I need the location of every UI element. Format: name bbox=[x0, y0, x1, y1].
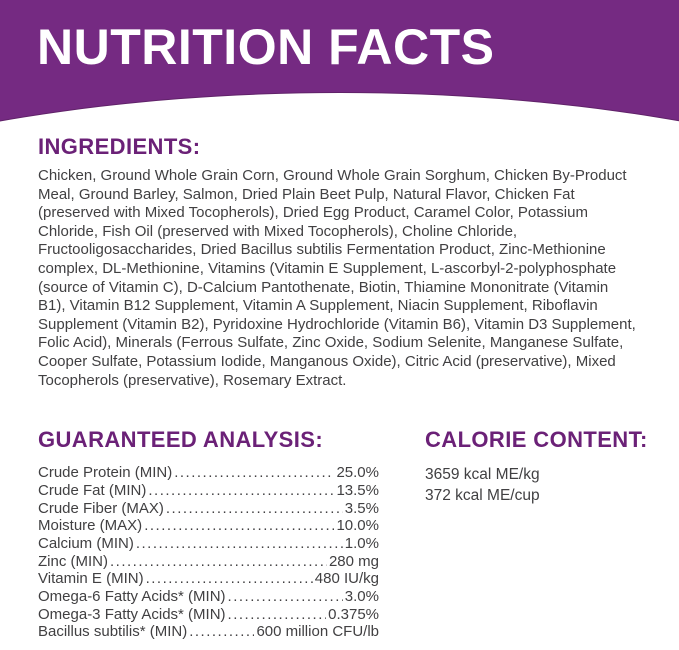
table-row: Crude Protein (MIN) ....................… bbox=[38, 464, 379, 482]
table-row: Zinc (MIN) .............................… bbox=[38, 553, 379, 571]
nutrient-value: 25.0% bbox=[336, 464, 379, 482]
nutrient-label: Crude Protein (MIN) bbox=[38, 464, 173, 482]
guaranteed-analysis-heading: GUARANTEED ANALYSIS: bbox=[38, 427, 324, 453]
nutrient-label: Zinc (MIN) bbox=[38, 552, 108, 570]
table-row: Crude Fiber (MAX) ......................… bbox=[38, 500, 379, 518]
table-row: Vitamin E (MIN) ........................… bbox=[38, 570, 379, 588]
ingredients-heading: INGREDIENTS: bbox=[38, 134, 201, 159]
calorie-per-cup: 372 kcal ME/cup bbox=[425, 487, 540, 505]
nutrient-label: Crude Fat (MIN) bbox=[38, 481, 147, 499]
nutrient-value: 1.0% bbox=[344, 534, 379, 552]
dot-leader: ........................................… bbox=[174, 464, 335, 482]
dot-leader: ........................................… bbox=[189, 623, 254, 641]
dot-leader: ........................................… bbox=[144, 517, 334, 535]
dot-leader: ........................................… bbox=[227, 605, 327, 623]
table-row: Calcium (MIN) ..........................… bbox=[38, 535, 379, 553]
ingredients-section: INGREDIENTS: Chicken, Ground Whole Grain… bbox=[38, 134, 639, 390]
calorie-per-kg: 3659 kcal ME/kg bbox=[425, 466, 540, 484]
nutrient-value: 280 mg bbox=[328, 552, 379, 570]
nutrient-value: 480 IU/kg bbox=[314, 570, 379, 588]
dot-leader: ........................................… bbox=[165, 499, 343, 517]
dot-leader: ........................................… bbox=[145, 570, 313, 588]
nutrient-label: Omega-3 Fatty Acids* (MIN) bbox=[38, 605, 226, 623]
label-content: INGREDIENTS: Chicken, Ground Whole Grain… bbox=[0, 126, 679, 650]
dot-leader: ........................................… bbox=[135, 534, 343, 552]
calorie-content-heading: CALORIE CONTENT: bbox=[425, 427, 648, 453]
table-row: Moisture (MAX) .........................… bbox=[38, 517, 379, 535]
nutrient-value: 0.375% bbox=[328, 605, 379, 623]
table-row: Crude Fat (MIN) ........................… bbox=[38, 482, 379, 500]
dot-leader: ........................................… bbox=[110, 552, 327, 570]
guaranteed-analysis-section: GUARANTEED ANALYSIS: Crude Protein (MIN)… bbox=[38, 427, 379, 641]
page-title: NUTRITION FACTS bbox=[37, 19, 495, 75]
nutrient-value: 10.0% bbox=[336, 517, 379, 535]
nutrient-label: Calcium (MIN) bbox=[38, 534, 134, 552]
banner: NUTRITION FACTS bbox=[0, 0, 679, 126]
nutrient-value: 3.0% bbox=[344, 588, 379, 606]
nutrient-label: Omega-6 Fatty Acids* (MIN) bbox=[38, 588, 226, 606]
nutrient-value: 13.5% bbox=[336, 481, 379, 499]
banner-curve-decoration bbox=[0, 93, 679, 126]
nutrient-label: Moisture (MAX) bbox=[38, 517, 143, 535]
table-row: Bacillus subtilis* (MIN) ...............… bbox=[38, 623, 379, 641]
table-row: Omega-6 Fatty Acids* (MIN) .............… bbox=[38, 588, 379, 606]
dot-leader: ........................................… bbox=[227, 588, 343, 606]
guaranteed-analysis-table: Crude Protein (MIN) ....................… bbox=[38, 464, 379, 641]
nutrient-value: 3.5% bbox=[344, 499, 379, 517]
calorie-content-section: CALORIE CONTENT: 3659 kcal ME/kg 372 kca… bbox=[425, 427, 648, 506]
nutrient-label: Vitamin E (MIN) bbox=[38, 570, 144, 588]
two-column-area: GUARANTEED ANALYSIS: Crude Protein (MIN)… bbox=[38, 427, 647, 641]
dot-leader: ........................................… bbox=[148, 481, 335, 499]
nutrient-label: Crude Fiber (MAX) bbox=[38, 499, 164, 517]
nutrient-label: Bacillus subtilis* (MIN) bbox=[38, 623, 188, 641]
nutrient-value: 600 million CFU/lb bbox=[256, 623, 379, 641]
ingredients-text: Chicken, Ground Whole Grain Corn, Ground… bbox=[38, 167, 636, 389]
table-row: Omega-3 Fatty Acids* (MIN) .............… bbox=[38, 606, 379, 624]
